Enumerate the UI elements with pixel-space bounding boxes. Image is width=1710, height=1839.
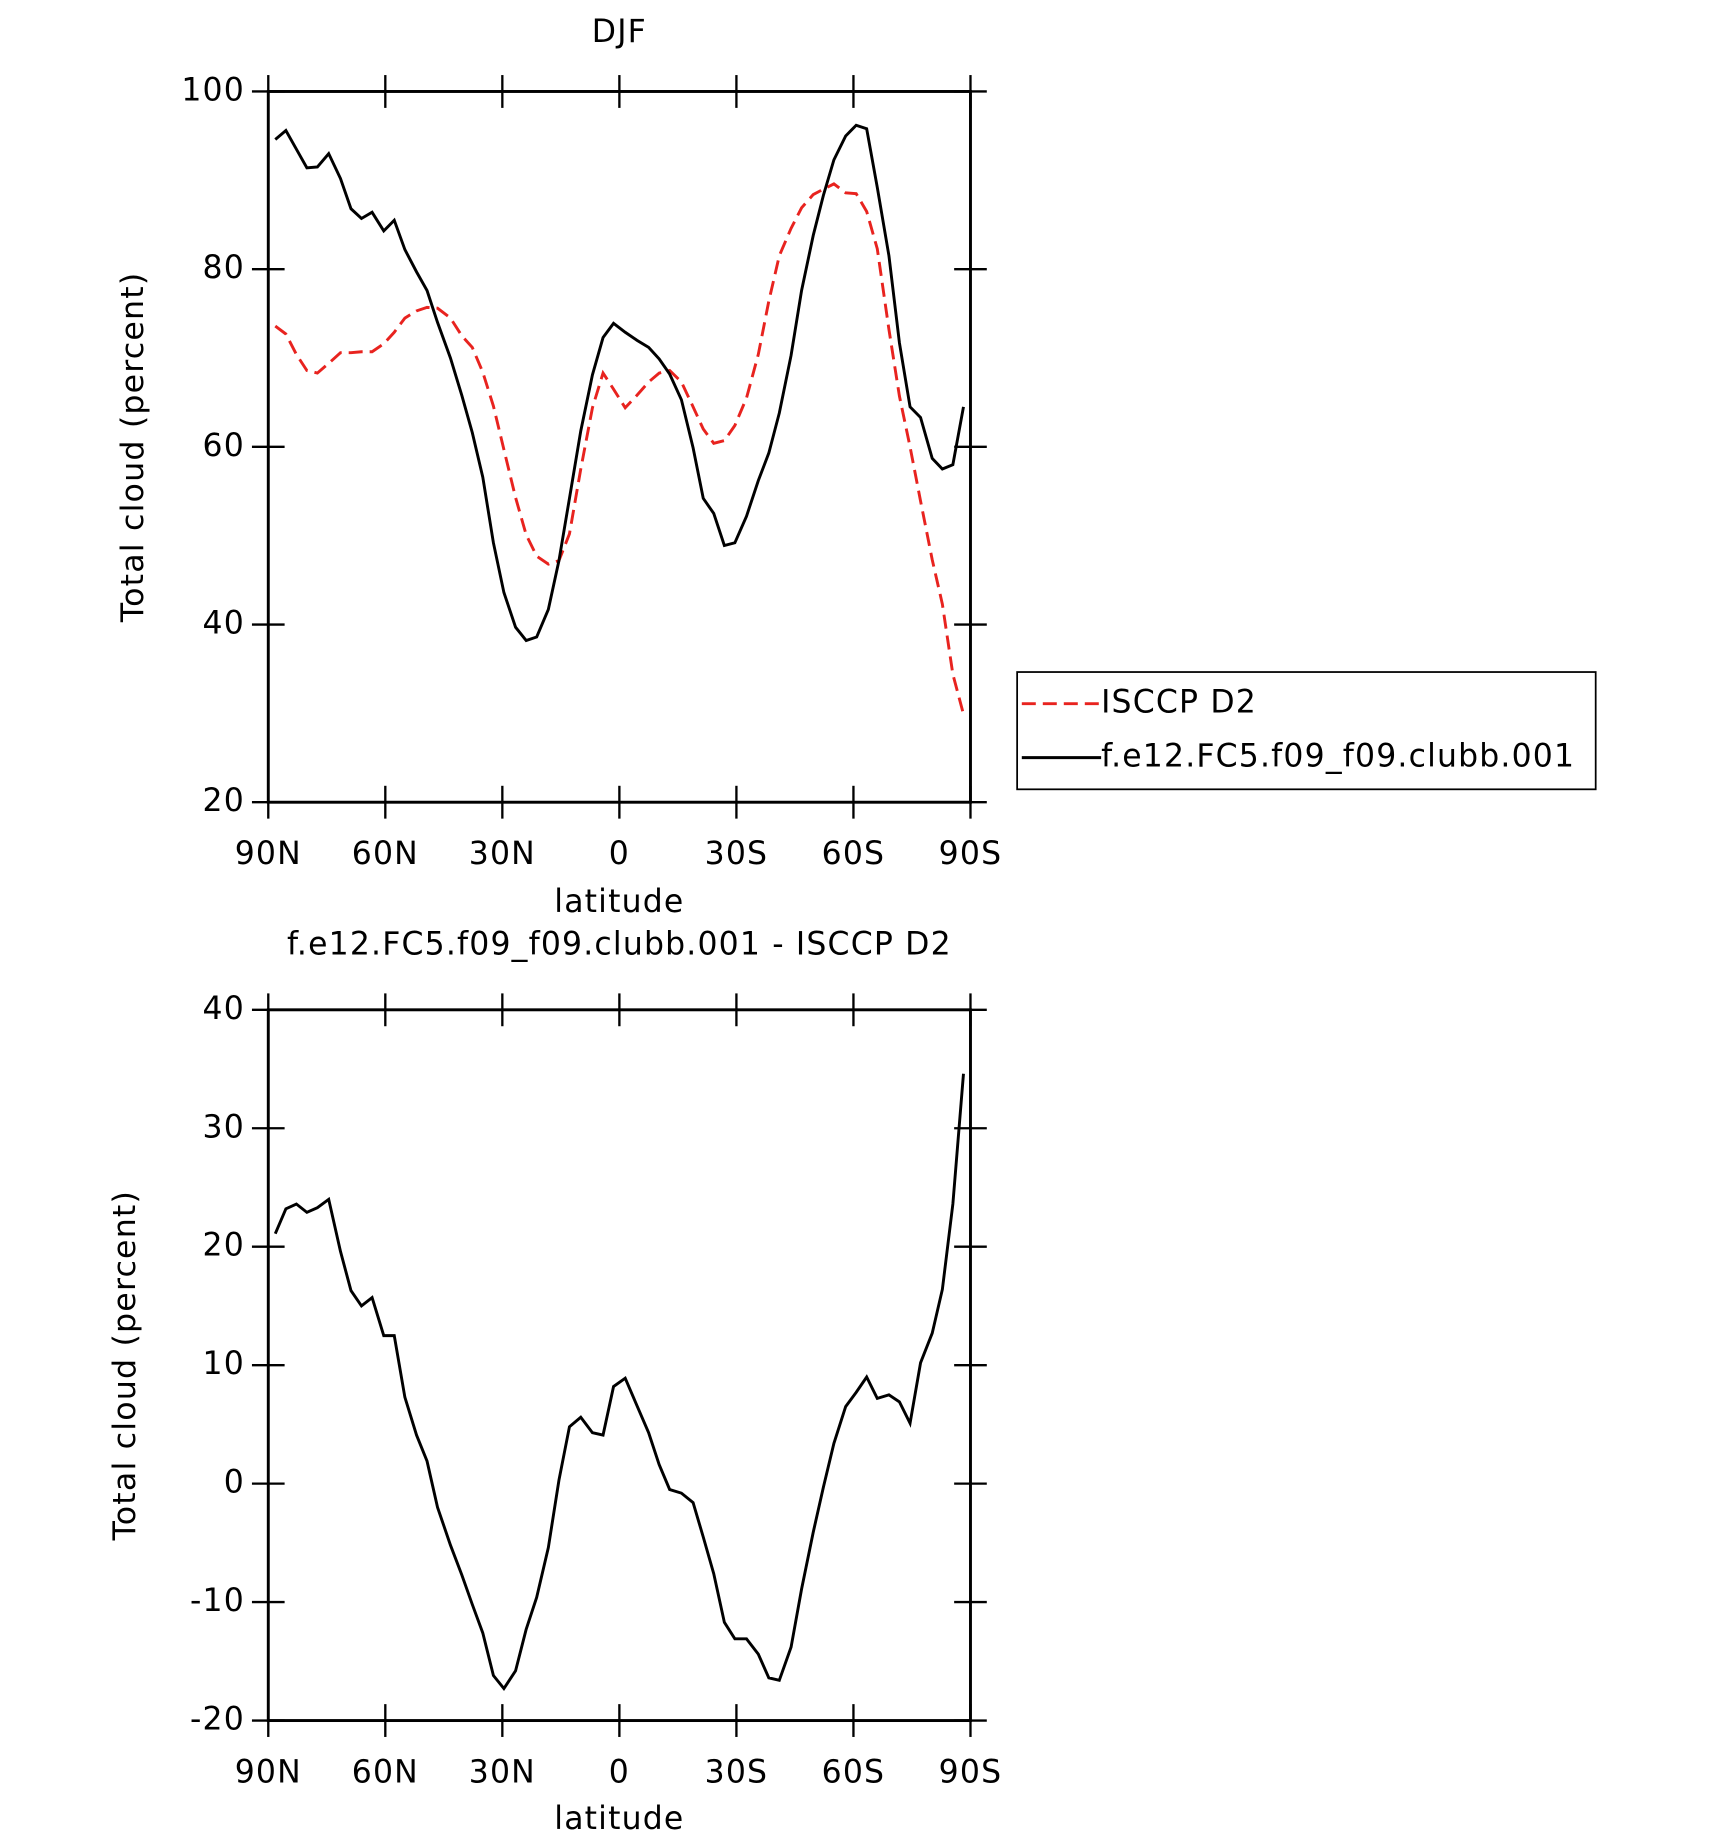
x-tick-label: 60N [352,1754,419,1790]
x-tick-label: 30S [705,1754,769,1790]
y-tick-label: -20 [190,1701,245,1737]
plot-frame [266,90,972,804]
x-tick-label: 60S [822,836,886,872]
y-tick-label: -10 [190,1583,245,1619]
y-axis-label: Total cloud (percent) [115,272,151,623]
y-tick-label: 40 [203,991,245,1027]
legend-box [1016,671,1597,791]
data-line [274,123,965,643]
y-tick-label: 100 [181,72,245,108]
x-tick-label: 60S [822,1754,886,1790]
y-tick-label: 0 [224,1465,245,1501]
chart-title: DJF [592,14,647,50]
legend-label: f.e12.FC5.f09_f09.clubb.001 [1101,739,1575,775]
y-tick-label: 60 [203,428,245,464]
x-tick-label: 90S [939,1754,1003,1790]
y-tick-label: 20 [203,783,245,819]
y-tick-label: 20 [203,1228,245,1264]
x-tick-label: 90N [235,1754,302,1790]
y-axis-label: Total cloud (percent) [107,1190,143,1541]
y-tick-label: 30 [203,1109,245,1145]
data-line [274,182,965,715]
y-tick-label: 80 [203,250,245,286]
x-tick-label: 30N [469,1754,536,1790]
x-tick-label: 0 [609,1754,630,1790]
x-axis-label: latitude [554,884,684,920]
x-axis-label: latitude [554,1801,684,1837]
x-tick-label: 0 [609,836,630,872]
legend-label: ISCCP D2 [1101,685,1257,721]
x-tick-label: 90N [235,836,302,872]
y-tick-label: 10 [203,1346,245,1382]
chart-title: f.e12.FC5.f09_f09.clubb.001 - ISCCP D2 [287,926,952,962]
x-tick-label: 90S [939,836,1003,872]
x-tick-label: 30S [705,836,769,872]
x-tick-label: 60N [352,836,419,872]
y-tick-label: 40 [203,605,245,641]
data-line [273,1073,965,1692]
plot-frame [266,1008,972,1723]
x-tick-label: 30N [469,836,536,872]
